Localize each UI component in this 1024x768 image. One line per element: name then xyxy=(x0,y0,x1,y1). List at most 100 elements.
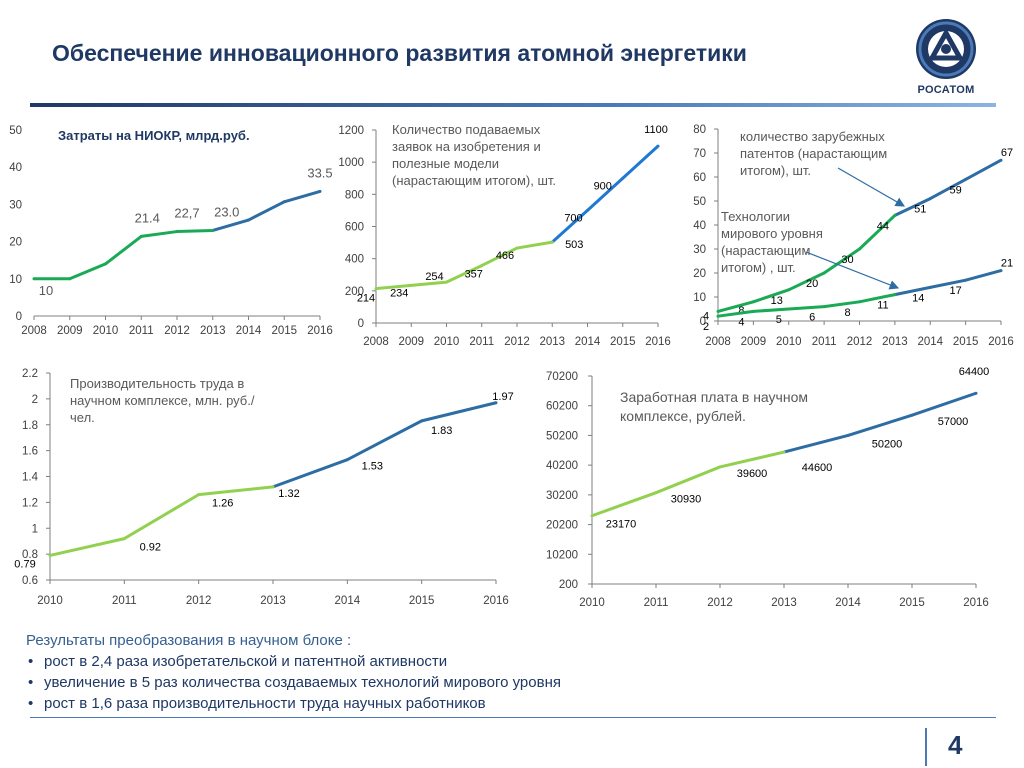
rosatom-emblem-icon xyxy=(916,19,976,79)
data-point xyxy=(318,189,322,193)
data-label: 0.79 xyxy=(14,558,35,570)
header-divider xyxy=(30,103,996,107)
results-item: рост в 2,4 раза изобретательской и патен… xyxy=(26,651,561,672)
data-label: 4 xyxy=(703,310,709,322)
x-tick-label: 2009 xyxy=(741,336,767,348)
data-point xyxy=(787,307,791,311)
x-tick-label: 2013 xyxy=(882,336,908,348)
data-label: 14 xyxy=(912,292,924,304)
world-tech-label: Технологии мирового уровня (нарастающим … xyxy=(721,209,823,275)
x-tick-label: 2011 xyxy=(129,325,154,337)
series-line-segment xyxy=(34,228,213,281)
y-tick-label: 2 xyxy=(32,394,38,406)
x-tick-label: 2009 xyxy=(57,325,83,337)
y-tick-label: 30200 xyxy=(546,490,578,502)
data-point xyxy=(420,419,424,423)
data-point xyxy=(494,401,498,405)
data-point xyxy=(515,246,519,250)
labor-productivity-chart: 0.6 0.8 1 1.2 1.4 1.6 1.8 2 2.2 2010 2011 2012 2013 2… xyxy=(14,368,513,607)
x-tick-label: 2015 xyxy=(610,336,636,348)
data-label: 21.4 xyxy=(135,210,160,225)
data-point xyxy=(586,208,589,212)
data-label: 39600 xyxy=(737,468,768,480)
x-tick-label: 2012 xyxy=(504,336,530,348)
results-list: рост в 2,4 раза изобретательской и патен… xyxy=(26,651,561,714)
x-tick-label: 2010 xyxy=(776,336,802,348)
data-label: 1100 xyxy=(644,124,668,136)
x-tick-label: 2016 xyxy=(645,336,671,348)
data-label: 503 xyxy=(565,239,583,251)
data-label: 11 xyxy=(877,300,888,312)
y-tick-label: 80 xyxy=(693,124,706,136)
y-tick-label: 40 xyxy=(693,220,706,232)
data-point xyxy=(32,277,36,281)
y-tick-label: 0 xyxy=(700,316,706,328)
x-tick-label: 2016 xyxy=(988,336,1014,348)
x-tick-label: 2008 xyxy=(705,336,731,348)
data-label: 1.97 xyxy=(492,391,513,403)
page-number: 4 xyxy=(948,730,963,760)
data-label: 22,7 xyxy=(174,206,199,221)
y-tick-label: 50200 xyxy=(546,430,578,442)
data-label: 13 xyxy=(771,295,783,307)
data-point xyxy=(964,278,968,282)
y-tick-label: 600 xyxy=(345,222,364,234)
data-point xyxy=(445,280,448,284)
data-label: 30930 xyxy=(671,494,702,506)
data-point xyxy=(893,293,897,297)
data-label: 44 xyxy=(877,220,889,232)
x-tick-label: 2008 xyxy=(363,336,389,348)
y-tick-label: 400 xyxy=(345,254,364,266)
x-tick-label: 2013 xyxy=(200,325,226,337)
data-point xyxy=(345,458,349,462)
data-point xyxy=(974,391,978,395)
data-label: 51 xyxy=(914,204,926,216)
y-tick-label: 70 xyxy=(693,148,706,160)
data-point xyxy=(822,271,826,275)
x-tick-label: 2010 xyxy=(434,336,460,348)
x-tick-label: 2016 xyxy=(483,595,509,607)
data-point xyxy=(858,247,861,251)
data-label: 64400 xyxy=(959,366,990,378)
y-tick-label: 0 xyxy=(16,311,22,323)
data-label: 30 xyxy=(841,254,853,266)
data-label: 67 xyxy=(1001,147,1013,159)
x-tick-label: 2010 xyxy=(93,325,119,337)
y-tick-label: 60200 xyxy=(546,401,578,413)
y-tick-label: 200 xyxy=(345,286,364,298)
data-point xyxy=(910,413,914,417)
page-number-separator xyxy=(925,728,927,766)
y-tick-label: 30 xyxy=(693,244,706,256)
data-label: 23.0 xyxy=(214,204,239,219)
data-point xyxy=(999,269,1003,273)
world-tech-callout-arrow xyxy=(805,251,900,290)
logo-text: РОСАТОМ xyxy=(917,84,975,96)
data-point xyxy=(858,300,861,304)
results-item: увеличение в 5 раз количества создаваемы… xyxy=(26,672,561,693)
y-tick-label: 1.6 xyxy=(22,446,38,458)
salary-chart: 200 10200 20200 30200 40200 50200 60200 70200 20… xyxy=(546,366,990,609)
data-point xyxy=(928,285,932,289)
data-point xyxy=(211,228,215,232)
data-label: 50200 xyxy=(872,438,903,450)
x-tick-label: 2011 xyxy=(812,336,837,348)
salary-title: Заработная плата в научном комплексе, ру… xyxy=(620,389,808,424)
rnd-costs-chart: 0 10 20 30 40 50 2008 2009 2010 2011 2012 2013 2014 2… xyxy=(9,125,333,337)
data-label: 357 xyxy=(465,269,483,281)
x-tick-label: 2010 xyxy=(579,597,605,609)
y-tick-label: 1 xyxy=(32,523,38,535)
data-label: 17 xyxy=(950,285,962,297)
y-tick-label: 40200 xyxy=(546,460,578,472)
data-label: 1.83 xyxy=(431,425,452,437)
data-point xyxy=(104,262,107,266)
results-heading: Результаты преобразования в научном блок… xyxy=(26,632,352,649)
results-block: Результаты преобразования в научном блок… xyxy=(26,630,561,714)
x-tick-label: 2014 xyxy=(835,597,861,609)
series-line-segment xyxy=(717,293,896,318)
data-label: 8 xyxy=(738,305,744,317)
x-tick-label: 2012 xyxy=(847,336,873,348)
data-point xyxy=(550,240,554,244)
y-tick-label: 70200 xyxy=(546,371,578,383)
data-point xyxy=(139,234,143,238)
x-tick-label: 2012 xyxy=(186,595,212,607)
